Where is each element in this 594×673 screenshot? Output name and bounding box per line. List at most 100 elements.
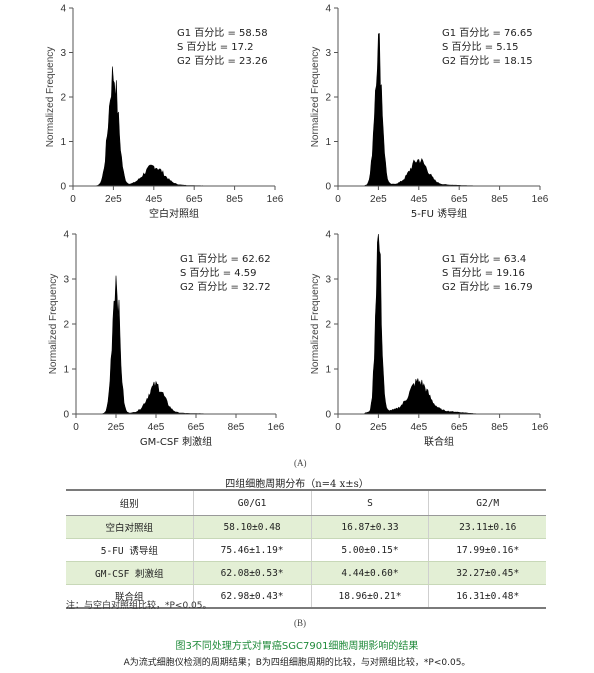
cell-s: 18.96±0.21* (310, 584, 429, 609)
stat-label: G2 百分比 = 23.26 (177, 55, 268, 67)
x-tick-label: 1e6 (268, 422, 285, 433)
y-tick-label: 0 (325, 410, 331, 421)
x-tick-label: 6e5 (451, 194, 468, 205)
y-tick-label: 2 (63, 320, 69, 331)
x-axis-label: 空白对照组 (149, 207, 199, 220)
x-tick-label: 2e5 (105, 194, 122, 205)
x-tick-label: 1e6 (267, 194, 284, 205)
y-tick-label: 2 (60, 93, 66, 104)
x-tick-label: 1e6 (532, 194, 549, 205)
y-tick-label: 1 (63, 365, 69, 376)
histogram-panel-control: 0 1 2 3 4 0 2e5 4e5 6e5 8e5 1e6 Normalized Frequenc… (0, 0, 297, 230)
stat-label: S 百分比 = 17.2 (177, 41, 254, 53)
panel-label-a: (A) (294, 458, 307, 468)
stat-label: S 百分比 = 4.59 (180, 267, 257, 279)
x-axis-label: GM-CSF 刺激组 (140, 435, 212, 448)
x-tick-label: 2e5 (370, 422, 387, 433)
figure-description: A为流式细胞仪检测的周期结果；B为四组细胞周期的比较，与对照组比较，*P<0.0… (123, 658, 471, 668)
y-tick-label: 4 (325, 4, 331, 15)
y-tick-label: 2 (325, 93, 331, 104)
x-tick-label: 8e5 (228, 422, 245, 433)
histogram-chart-5fu: 0 1 2 3 4 0 2e5 4e5 6e5 8e5 1e6 Normalized Frequenc… (310, 4, 549, 221)
cell-group: GM-CSF 刺激组 (66, 561, 194, 585)
histogram-area (76, 275, 276, 415)
x-tick-label: 8e5 (491, 422, 508, 433)
histogram-panel-gmcsf: 0 1 2 3 4 0 2e5 4e5 6e5 8e5 1e6 Normalized Frequenc… (0, 228, 297, 460)
histogram-area (73, 66, 275, 187)
stat-label: G1 百分比 = 63.4 (442, 253, 526, 265)
y-tick-label: 4 (325, 230, 331, 241)
y-axis-label: Normalized Frequency (45, 47, 56, 148)
x-tick-label: 4e5 (410, 422, 427, 433)
y-axis-label: Normalized Frequency (48, 274, 59, 375)
column-header-g2m: G2/M (428, 489, 546, 516)
histogram-chart-combined: 0 1 2 3 4 0 2e5 4e5 6e5 8e5 1e6 Normalized Frequenc… (310, 230, 549, 449)
cell-g2m: 23.11±0.16 (428, 515, 546, 539)
x-tick-label: 4e5 (145, 194, 162, 205)
y-tick-label: 0 (325, 182, 331, 193)
x-tick-label: 0 (335, 194, 341, 205)
y-axis-label: Normalized Frequency (310, 274, 321, 375)
cell-g2m: 17.99±0.16* (428, 538, 546, 562)
stat-label: G2 百分比 = 32.72 (180, 281, 271, 293)
table-row: 5-FU 诱导组 75.46±1.19* 5.00±0.15* 17.99±0.… (66, 538, 546, 562)
stat-label: S 百分比 = 19.16 (442, 267, 525, 279)
stat-label: G2 百分比 = 16.79 (442, 281, 533, 293)
x-tick-label: 8e5 (491, 194, 508, 205)
y-axis-label: Normalized Frequency (310, 47, 321, 148)
cell-g2m: 32.27±0.45* (428, 561, 546, 585)
stat-label: S 百分比 = 5.15 (442, 41, 519, 53)
x-tick-label: 6e5 (451, 422, 468, 433)
y-tick-label: 4 (63, 230, 69, 241)
cell-s: 5.00±0.15* (310, 538, 429, 562)
table-row: 联合组 62.98±0.43* 18.96±0.21* 16.31±0.48* (66, 584, 546, 609)
cell-g0g1: 58.10±0.48 (192, 515, 312, 539)
y-tick-label: 1 (60, 137, 66, 148)
histogram-chart-control: 0 1 2 3 4 0 2e5 4e5 6e5 8e5 1e6 Normalized Frequenc… (45, 4, 284, 221)
x-tick-label: 6e5 (188, 422, 205, 433)
y-tick-label: 3 (325, 275, 331, 286)
x-tick-label: 4e5 (410, 194, 427, 205)
y-tick-label: 2 (325, 320, 331, 331)
cell-group: 联合组 (66, 584, 194, 609)
table-header-row: 组别 G0/G1 S G2/M (66, 489, 546, 516)
cell-g0g1: 75.46±1.19* (192, 538, 312, 562)
x-tick-label: 0 (335, 422, 341, 433)
stat-label: G2 百分比 = 18.15 (442, 55, 533, 67)
x-tick-label: 6e5 (186, 194, 203, 205)
x-tick-label: 2e5 (108, 422, 125, 433)
column-header-group: 组别 (66, 489, 194, 516)
x-tick-label: 0 (73, 422, 79, 433)
x-tick-label: 2e5 (370, 194, 387, 205)
stat-label: G1 百分比 = 58.58 (177, 27, 268, 39)
histogram-chart-gmcsf: 0 1 2 3 4 0 2e5 4e5 6e5 8e5 1e6 Normalized Frequenc… (48, 230, 285, 449)
x-tick-label: 0 (70, 194, 76, 205)
table-row: GM-CSF 刺激组 62.08±0.53* 4.44±0.60* 32.27±… (66, 561, 546, 585)
table-note: 注：与空白对照组比较，*P<0.05。 (66, 601, 212, 611)
cell-s: 4.44±0.60* (310, 561, 429, 585)
column-header-g0g1: G0/G1 (192, 489, 312, 516)
x-axis-label: 5-FU 诱导组 (411, 207, 467, 220)
x-tick-label: 8e5 (226, 194, 243, 205)
y-tick-label: 3 (325, 48, 331, 59)
column-header-s: S (310, 489, 429, 516)
histogram-panel-combined: 0 1 2 3 4 0 2e5 4e5 6e5 8e5 1e6 Normalized Frequenc… (297, 228, 594, 460)
cell-cycle-table: 组别 G0/G1 S G2/M 空白对照组 58.10±0.48 16.87±0… (66, 489, 546, 609)
y-tick-label: 3 (60, 48, 66, 59)
y-tick-label: 1 (325, 365, 331, 376)
cell-g0g1: 62.08±0.53* (192, 561, 312, 585)
cell-group: 5-FU 诱导组 (66, 538, 194, 562)
y-tick-label: 1 (325, 137, 331, 148)
panel-label-b: (B) (294, 618, 306, 628)
figure-title: 图3不同处理方式对胃癌SGC7901细胞周期影响的结果 (175, 641, 419, 652)
x-axis-label: 联合组 (424, 435, 454, 448)
cell-g2m: 16.31±0.48* (428, 584, 546, 609)
table-title: 四组细胞周期分布（n=4 x±s） (225, 479, 369, 490)
cell-s: 16.87±0.33 (310, 515, 429, 539)
x-tick-label: 4e5 (148, 422, 165, 433)
y-tick-label: 0 (63, 410, 69, 421)
stat-label: G1 百分比 = 62.62 (180, 253, 271, 265)
cell-group: 空白对照组 (66, 515, 194, 539)
y-tick-label: 4 (60, 4, 66, 15)
stat-label: G1 百分比 = 76.65 (442, 27, 533, 39)
